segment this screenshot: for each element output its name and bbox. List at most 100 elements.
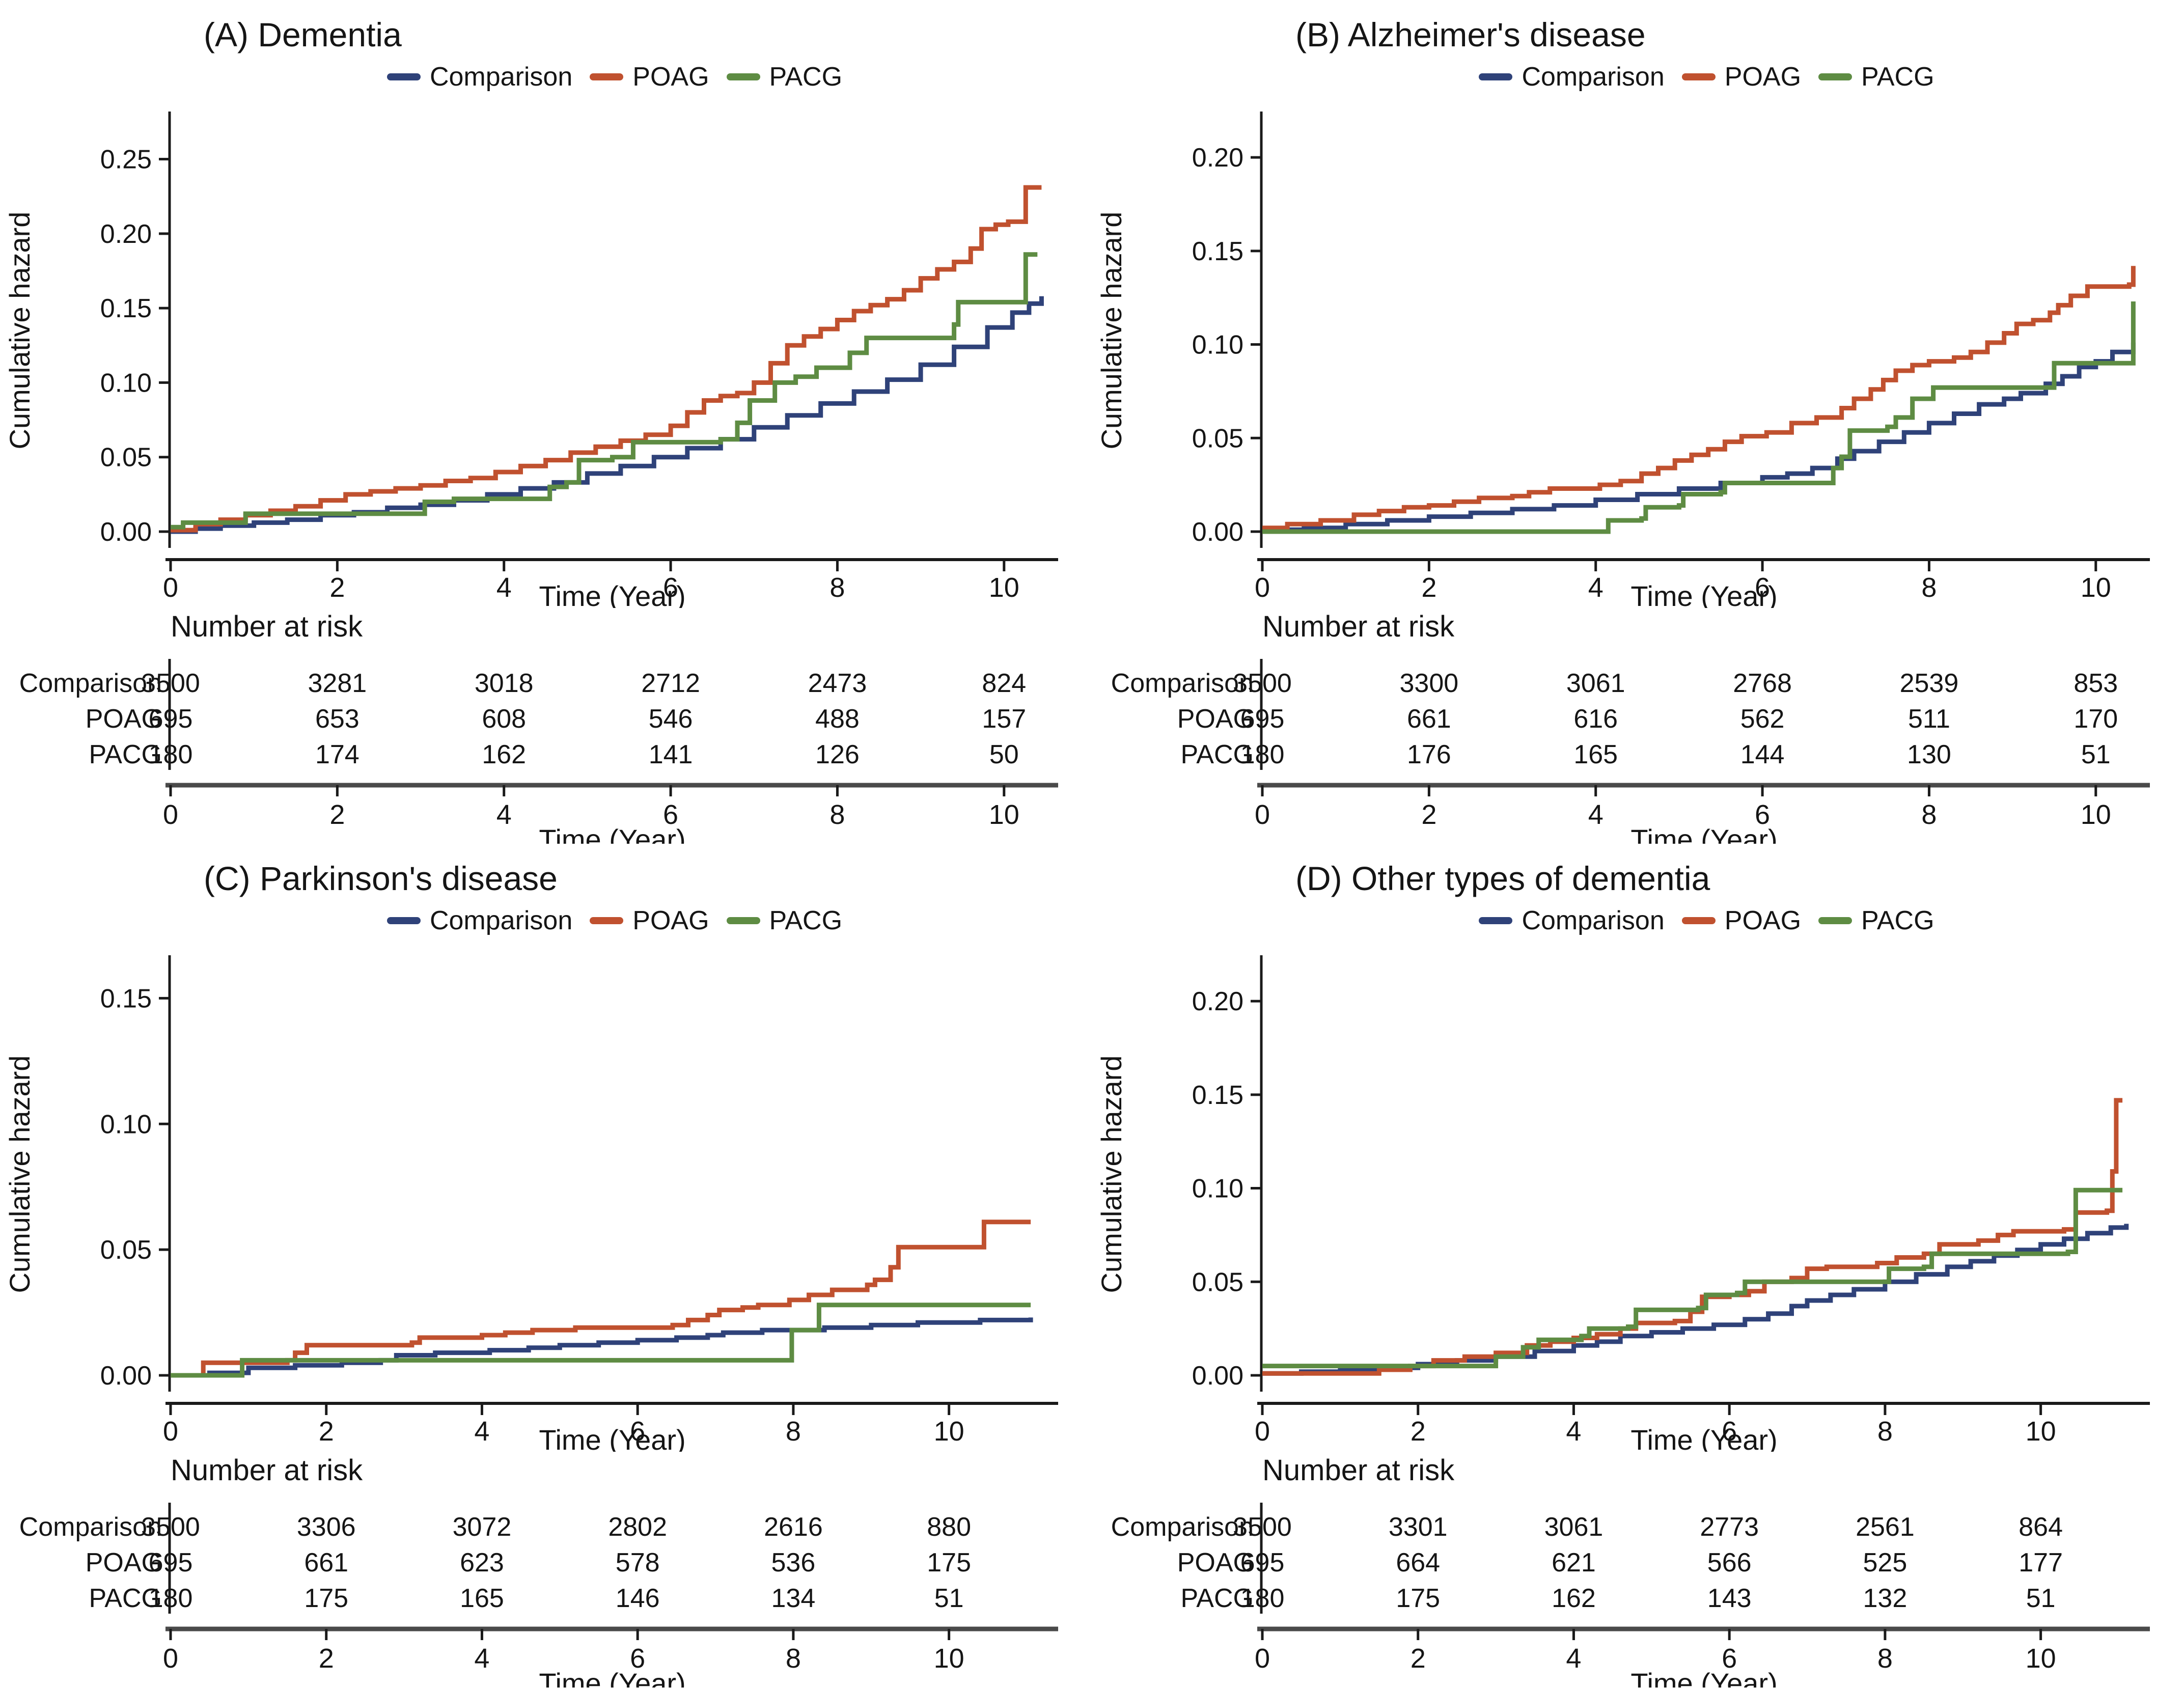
risk-x-axis-label: Time (Year) [1630, 823, 1777, 844]
curve-comparison [1262, 1224, 2129, 1376]
risk-value: 175 [1396, 1584, 1440, 1613]
risk-value: 143 [1707, 1584, 1752, 1613]
panel-b-alzheimers: (B) Alzheimer's disease Comparison POAG … [1092, 0, 2184, 844]
curve-pacg [171, 252, 1038, 530]
legend-label-poag: POAG [632, 62, 709, 92]
y-axis-label: Cumulative hazard [1095, 1056, 1127, 1293]
risk-table-heading: Number at risk [171, 610, 363, 643]
risk-value: 616 [1573, 704, 1618, 734]
curve-pacg [171, 1303, 1031, 1378]
curve-comparison [171, 1317, 1033, 1378]
risk-x-tick-label: 0 [163, 1643, 178, 1674]
legend-label-pacg: PACG [769, 62, 843, 92]
risk-value: 170 [2074, 704, 2118, 734]
risk-value: 853 [2074, 669, 2118, 698]
risk-value: 2768 [1733, 669, 1792, 698]
risk-value: 132 [1863, 1584, 1907, 1613]
panel-title: (A) Dementia [204, 16, 402, 53]
risk-x-tick-label: 4 [496, 799, 512, 830]
y-tick-label: 0.05 [100, 1235, 152, 1265]
risk-value: 3500 [1233, 1512, 1292, 1542]
y-axis-label: Cumulative hazard [1095, 212, 1127, 450]
y-tick-label: 0.25 [100, 145, 152, 175]
curve-pacg [1262, 301, 2136, 534]
risk-row-label-poag: POAG [86, 704, 162, 734]
risk-x-tick-label: 10 [2081, 799, 2111, 830]
risk-x-tick-label: 8 [1921, 799, 1937, 830]
y-tick-label: 0.10 [1192, 330, 1243, 360]
y-tick-label: 0.10 [1192, 1174, 1243, 1204]
risk-x-tick-label: 10 [2026, 1643, 2056, 1674]
risk-value: 3281 [308, 669, 367, 698]
panel-c-parkinsons: (C) Parkinson's disease Comparison POAG … [0, 844, 1092, 1687]
y-tick-label: 0.20 [1192, 987, 1243, 1016]
hazard-plot-d: Cumulative hazard 0.00 0.05 0.10 0.15 0.20 0 2 4… [1095, 955, 2150, 1452]
risk-value: 2616 [764, 1512, 823, 1542]
hazard-plot-b: Cumulative hazard 0.00 0.05 0.10 0.15 0.20 0 2 4… [1095, 112, 2150, 608]
risk-x-axis-label: Time (Year) [539, 823, 685, 844]
x-tick-label: 0 [163, 1416, 178, 1447]
y-tick-label: 0.00 [1192, 517, 1243, 547]
x-tick-label: 8 [1877, 1416, 1893, 1447]
risk-value: 180 [1240, 1584, 1285, 1613]
legend-item-poag: POAG [590, 905, 709, 936]
y-tick-label: 0.15 [1192, 1081, 1243, 1110]
risk-value: 608 [482, 704, 526, 734]
legend: Comparison POAG PACG [1229, 899, 2184, 943]
risk-x-tick-label: 4 [474, 1643, 489, 1674]
risk-value: 3500 [141, 669, 200, 698]
legend: Comparison POAG PACG [137, 899, 1092, 943]
risk-row-label-comparison: Comparison [19, 1512, 162, 1542]
legend-item-poag: POAG [590, 62, 709, 92]
risk-value: 566 [1707, 1548, 1752, 1578]
risk-value: 162 [482, 740, 526, 769]
risk-value: 130 [1907, 740, 1951, 769]
risk-value: 511 [1908, 704, 1950, 734]
risk-value: 664 [1396, 1548, 1440, 1578]
x-tick-label: 0 [163, 572, 178, 603]
risk-x-tick-label: 4 [1588, 799, 1604, 830]
risk-value: 653 [315, 704, 360, 734]
legend-swatch-poag-icon [590, 73, 624, 80]
x-tick-label: 6 [1755, 572, 1770, 603]
risk-value: 180 [149, 740, 193, 769]
risk-value: 175 [927, 1548, 971, 1578]
risk-value: 162 [1552, 1584, 1596, 1613]
x-tick-label: 6 [630, 1416, 645, 1447]
legend-swatch-comparison-icon [1479, 73, 1513, 80]
legend-swatch-comparison-icon [386, 917, 421, 924]
legend-swatch-comparison-icon [386, 73, 421, 80]
x-tick-label: 4 [496, 572, 512, 603]
risk-value: 3018 [475, 669, 534, 698]
y-tick-label: 0.00 [1192, 1361, 1243, 1391]
risk-x-tick-label: 8 [1877, 1643, 1893, 1674]
risk-value: 623 [460, 1548, 504, 1578]
legend-label-comparison: Comparison [1522, 62, 1665, 92]
panel-title: (D) Other types of dementia [1295, 860, 1710, 897]
x-tick-label: 8 [786, 1416, 801, 1447]
y-tick-label: 0.15 [100, 294, 152, 323]
legend-item-pacg: PACG [726, 62, 843, 92]
x-tick-label: 2 [329, 572, 345, 603]
risk-value: 3072 [453, 1512, 512, 1542]
panel-d-other-dementia: (D) Other types of dementia Comparison P… [1092, 844, 2184, 1687]
y-tick-label: 0.05 [1192, 1267, 1243, 1297]
legend-label-comparison: Comparison [429, 906, 573, 935]
risk-value: 175 [304, 1584, 348, 1613]
y-axis-label: Cumulative hazard [4, 212, 36, 450]
risk-x-axis-label: Time (Year) [1630, 1667, 1777, 1687]
x-tick-label: 0 [1255, 572, 1270, 603]
risk-x-tick-label: 6 [1722, 1643, 1737, 1674]
risk-value: 695 [149, 704, 193, 734]
curve-comparison [171, 296, 1044, 534]
risk-value: 177 [2019, 1548, 2063, 1578]
risk-value: 165 [1573, 740, 1618, 769]
legend-item-pacg: PACG [726, 905, 842, 936]
curve-poag [171, 185, 1042, 533]
hazard-plot-a: Cumulative hazard 0.00 0.05 0.10 0.15 0.20 0.2… [4, 112, 1058, 608]
risk-value: 2802 [608, 1512, 667, 1542]
risk-row-label-poag: POAG [1177, 1548, 1254, 1578]
risk-value: 165 [460, 1584, 504, 1613]
